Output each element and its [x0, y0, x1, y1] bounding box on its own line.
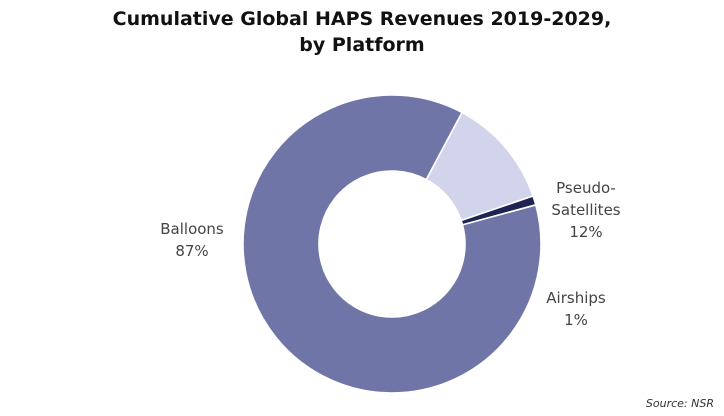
- slice-value-label: 12%: [569, 223, 602, 241]
- slice-name-label: Balloons: [160, 220, 224, 238]
- slice-value-label: 1%: [564, 311, 588, 329]
- slice-labels: Pseudo- Satellites 12% Airships 1% Balloons 87…: [160, 179, 621, 329]
- slice-label-balloons: Balloons 87%: [160, 220, 224, 260]
- chart-title: Cumulative Global HAPS Revenues 2019-202…: [0, 6, 724, 58]
- donut-slices: [242, 94, 542, 394]
- source-note: Source: NSR: [645, 397, 714, 410]
- slice-name-label: Pseudo-: [556, 179, 616, 197]
- slice-value-label: 87%: [175, 242, 208, 260]
- slice-name-label: Satellites: [551, 201, 620, 219]
- slice-label-pseudo-satellites: Pseudo- Satellites 12%: [551, 179, 620, 241]
- slice-label-airships: Airships 1%: [546, 289, 606, 329]
- chart-title-line-1: Cumulative Global HAPS Revenues 2019-202…: [112, 8, 612, 30]
- slice-balloons: [242, 94, 542, 394]
- slice-name-label: Airships: [546, 289, 606, 307]
- chart-title-line-2: by Platform: [299, 34, 425, 56]
